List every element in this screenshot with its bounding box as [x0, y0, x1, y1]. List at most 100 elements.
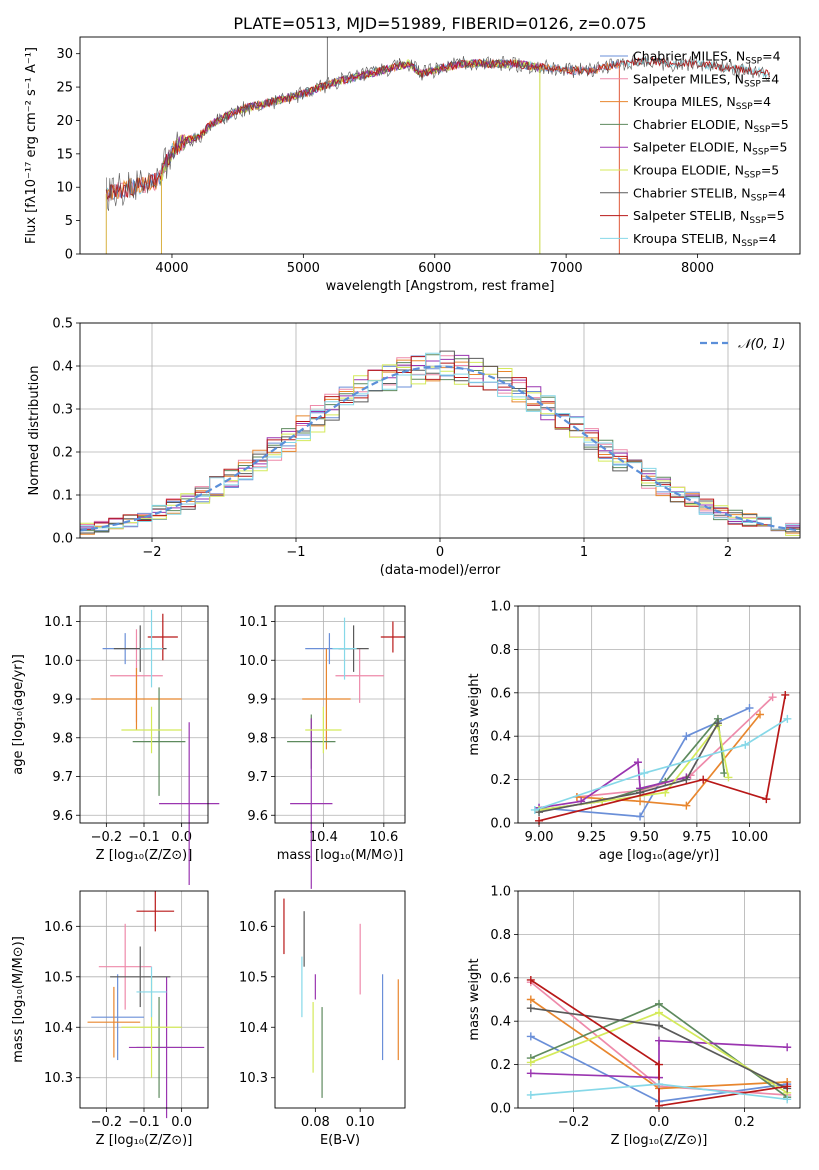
weight-point — [783, 1043, 792, 1052]
y-tick-label: 9.7 — [52, 770, 73, 785]
weight-point — [781, 690, 790, 699]
axes-frame — [517, 890, 801, 1109]
x-tick-label: 8000 — [681, 261, 714, 276]
y-tick-label: 30 — [56, 47, 73, 62]
legend-count: =4 — [762, 49, 780, 64]
spectrum-line-chabrier-miles — [105, 58, 619, 200]
errorbar-chabrier-elodie — [132, 687, 186, 796]
y-tick-label: 5 — [65, 214, 73, 229]
spectrum-line-salpeter-miles — [105, 58, 619, 202]
legend-subscript: SSP — [745, 57, 762, 67]
weight-point — [526, 995, 535, 1004]
weights-vs-Z-panel: −0.2 0.0 0.2 0.0 0.2 0.4 0.6 0.8 1.0 Z [log₁₀(Z/Z… — [467, 885, 801, 1148]
y-tick-label: 10.4 — [44, 1021, 73, 1036]
x-axis-label: wavelength [Angstrom, rest frame] — [326, 279, 555, 294]
x-axis-label: E(B-V) — [320, 1133, 360, 1148]
weight-point — [682, 775, 691, 784]
x-axis-label: age [log₁₀(age/yr)] — [599, 848, 720, 863]
x-tick-label: 9.25 — [577, 830, 606, 845]
legend-label: Salpeter STELIB, N — [633, 208, 749, 223]
weight-series-kroupa-stelib — [530, 714, 792, 814]
legend-entry: Salpeter STELIB, NSSP=5 — [633, 208, 785, 226]
legend-subscript: SSP — [741, 239, 758, 249]
y-tick-label: 9.7 — [247, 770, 268, 785]
y-tick-label: 10.1 — [44, 615, 73, 630]
legend-subscript: SSP — [752, 148, 769, 158]
x-tick-label: −0.2 — [91, 830, 123, 845]
legend-label: Kroupa STELIB, N — [633, 231, 741, 246]
y-tick-label: 0.0 — [490, 1102, 511, 1117]
weights-vs-Z-marks — [526, 975, 792, 1110]
weight-point — [724, 773, 733, 782]
normal-curve — [80, 365, 800, 532]
mass-vs-Z-marks — [87, 891, 205, 1119]
y-axis-label: mass [log₁₀(M/M⊙)] — [11, 936, 26, 1063]
legend-entry: Chabrier MILES, NSSP=4 — [633, 49, 781, 67]
y-tick-label: 9.8 — [247, 731, 268, 746]
legend-count: =4 — [753, 94, 771, 109]
errorbar-kroupa-elodie — [305, 706, 342, 754]
weight-point — [682, 801, 691, 810]
legend-count: =4 — [758, 231, 776, 246]
y-tick-label: 0.3 — [52, 403, 73, 418]
weight-point — [526, 1032, 535, 1041]
legend-entry: Chabrier STELIB, NSSP=4 — [633, 185, 786, 203]
x-tick-label: −0.2 — [558, 1115, 590, 1130]
y-axis-label: mass weight — [467, 673, 482, 755]
weight-point — [636, 812, 645, 821]
weight-point — [655, 1036, 663, 1045]
legend-label: Salpeter MILES, N — [633, 71, 744, 86]
legend-entry: 𝒩(0, 1) — [738, 337, 785, 352]
legend-label: Salpeter ELODIE, N — [633, 140, 752, 155]
y-tick-label: 0.8 — [490, 643, 511, 658]
weight-point — [762, 795, 771, 804]
legend-subscript: SSP — [753, 125, 770, 135]
errorbar-salpeter-miles — [98, 923, 152, 1010]
errorbar-chabrier-miles — [91, 974, 144, 1061]
errorbar-kroupa-miles — [91, 668, 182, 730]
y-tick-label: 0.4 — [490, 1015, 511, 1030]
mass-vs-Z-panel: −0.2 −0.1 0.0 10.3 10.4 10.5 10.6 Z [log₁₀(Z/Z⊙… — [11, 890, 209, 1148]
y-tick-label: 9.6 — [52, 809, 73, 824]
y-tick-label: 10.3 — [44, 1071, 73, 1086]
errorbar-kroupa-miles — [87, 986, 141, 1058]
x-tick-label: −0.1 — [128, 830, 160, 845]
y-tick-label: 1.0 — [490, 885, 511, 900]
spectrum-marks — [105, 37, 771, 254]
x-axis-label: Z [log₁₀(Z/Z⊙)] — [96, 848, 193, 863]
axes-frame — [79, 36, 801, 255]
weight-series-salpeter-stelib — [535, 690, 790, 825]
age-vs-Z-marks — [91, 609, 220, 885]
age-vs-mass-marks — [287, 617, 405, 889]
y-tick-label: 25 — [56, 81, 73, 96]
errorbar-salpeter-stelib — [136, 891, 175, 932]
weight-line — [538, 694, 787, 822]
weights-vs-age-panel: 9.00 9.25 9.50 9.75 10.00 0.0 0.2 0.4 0.6 0.8 1.0 a… — [467, 600, 801, 863]
y-tick-label: 0.2 — [52, 446, 73, 461]
y-tick-label: 1.0 — [490, 600, 511, 615]
y-tick-label: 10.4 — [239, 1021, 268, 1036]
legend-count: =5 — [766, 208, 784, 223]
age-vs-Z-panel: −0.2 −0.1 0.0 9.6 9.7 9.8 9.9 10.0 10.1 Z [log₁₀(… — [11, 605, 220, 885]
x-tick-label: 0.10 — [346, 1115, 375, 1130]
legend-entry: Salpeter ELODIE, NSSP=5 — [633, 140, 787, 158]
x-tick-label: 10.4 — [309, 830, 338, 845]
weight-point — [535, 808, 544, 817]
legend-entry: Kroupa ELODIE, NSSP=5 — [633, 163, 779, 181]
weight-point — [713, 719, 722, 728]
errorbar-salpeter-stelib — [147, 613, 178, 661]
axes-frame — [79, 322, 801, 539]
weight-line — [538, 722, 719, 813]
weight-point — [745, 703, 754, 712]
weight-point — [636, 797, 645, 806]
spectrum-panel: 4000 5000 6000 7000 8000 0 5 10 15 20 25 30 waveleng… — [24, 36, 801, 294]
weight-line — [534, 718, 788, 811]
weight-line — [530, 1039, 788, 1079]
y-tick-label: 10.5 — [239, 970, 268, 985]
y-tick-label: 9.9 — [52, 693, 73, 708]
weight-point — [783, 714, 792, 723]
weight-point — [756, 710, 765, 719]
weight-point — [633, 758, 642, 767]
x-tick-label: −2 — [142, 545, 161, 560]
